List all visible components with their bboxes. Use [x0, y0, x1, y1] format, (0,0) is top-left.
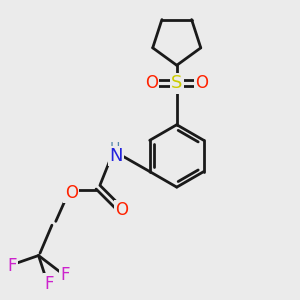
Text: O: O	[196, 74, 208, 92]
Text: F: F	[7, 257, 16, 275]
Text: O: O	[115, 201, 128, 219]
Text: F: F	[61, 266, 70, 284]
Text: H: H	[109, 141, 119, 154]
Text: O: O	[65, 184, 78, 202]
Text: F: F	[44, 275, 54, 293]
Text: O: O	[145, 74, 158, 92]
Text: N: N	[109, 147, 123, 165]
Text: S: S	[171, 74, 182, 92]
